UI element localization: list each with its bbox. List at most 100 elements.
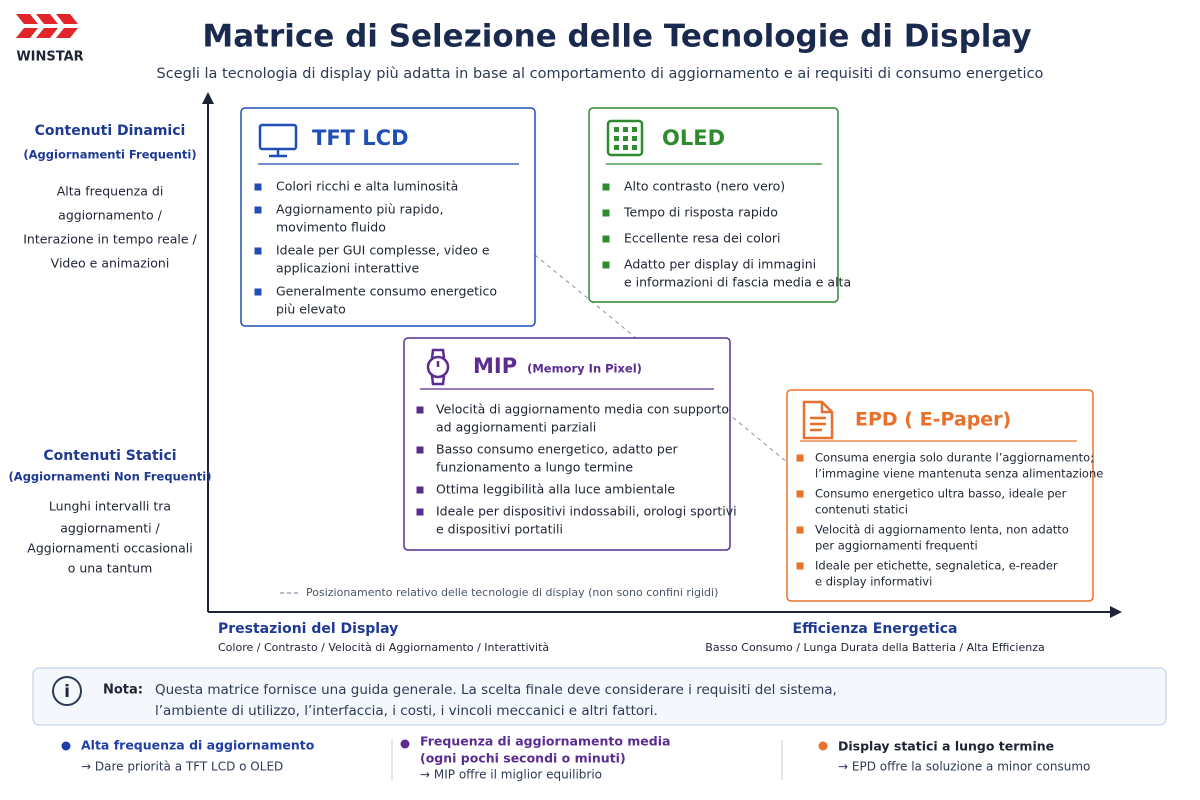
card (403, 337, 731, 551)
bullet (416, 446, 424, 454)
card-item: Tempo di risposta rapido (623, 205, 778, 220)
card-item: Consumo energetico ultra basso, ideale p… (815, 487, 1067, 501)
icon (802, 400, 834, 440)
y-axis-title: Contenuti Statici (43, 448, 176, 464)
card-item: funzionamento a lungo termine (436, 460, 633, 475)
logo-text: WINSTAR (16, 50, 83, 65)
card-item: e dispositivi portatili (436, 522, 563, 537)
y-axis-text: o una tantum (68, 561, 153, 576)
x-axis-subtitle: Colore / Contrasto / Velocità di Aggiorn… (218, 641, 549, 654)
y-axis-text: Video e animazioni (51, 256, 170, 271)
x-axis-subtitle: Basso Consumo / Lunga Durata della Batte… (705, 641, 1044, 654)
subtitle: Scegli la tecnologia di display più adat… (157, 66, 1044, 82)
footer-title: Display statici a lungo termine (838, 739, 1054, 754)
y-axis-text: Aggiornamenti occasionali (27, 541, 192, 556)
bullet (602, 235, 610, 243)
card-item: Ideale per dispositivi indossabili, orol… (436, 504, 737, 519)
title: Matrice di Selezione delle Tecnologie di… (202, 19, 1031, 55)
card-item: e display informativi (815, 575, 932, 589)
icon-dot (614, 145, 619, 150)
footer-text: → EPD offre la soluzione a minor consumo (838, 760, 1090, 774)
y-axis-subtitle: (Aggiornamenti Non Frequenti) (9, 470, 212, 484)
bullet (602, 183, 610, 191)
card-item: l’immagine viene mantenuta senza aliment… (815, 467, 1103, 481)
card-icon (426, 348, 450, 386)
y-axis-text: Interazione in tempo reale / (23, 232, 197, 247)
bullet (796, 526, 804, 534)
info-icon (52, 676, 82, 706)
card-title: EPD ( E-Paper) (855, 409, 1011, 431)
bullet (796, 562, 804, 570)
bullet (254, 247, 262, 255)
note-box (32, 667, 1167, 726)
footer-dot (818, 741, 828, 751)
bullet (254, 183, 262, 191)
card-item: Ideale per etichette, segnaletica, e-rea… (815, 559, 1058, 573)
legend-note: Posizionamento relativo delle tecnologie… (306, 586, 718, 599)
card-item: Eccellente resa dei colori (624, 231, 780, 246)
card-item: Ottima leggibilità alla luce ambientale (436, 482, 675, 497)
card-item: Velocità di aggiornamento lenta, non ada… (815, 523, 1069, 537)
footer-text: → Dare priorità a TFT LCD o OLED (81, 760, 283, 774)
info-icon-i: i (64, 682, 70, 702)
card-item: contenuti statici (815, 503, 908, 517)
y-axis-title: Contenuti Dinamici (35, 123, 186, 139)
card-item: Generalmente consumo energetico (276, 284, 497, 299)
y-axis-text: Alta frequenza di (57, 184, 164, 199)
icon-dot (614, 136, 619, 141)
card-item: Adatto per display di immagini (624, 257, 816, 272)
card-item: applicazioni interattive (276, 261, 420, 276)
bullet (796, 490, 804, 498)
bullet (796, 454, 804, 462)
card-item: per aggiornamenti frequenti (815, 539, 978, 553)
card-item: Velocità di aggiornamento media con supp… (436, 402, 729, 417)
icon-dot (623, 136, 628, 141)
card-item: Consuma energia solo durante l’aggiornam… (815, 451, 1094, 465)
y-axis-text: aggiornamento / (58, 208, 162, 223)
icon (430, 348, 446, 386)
card-title: TFT LCD (312, 126, 409, 150)
card-icon (802, 400, 834, 440)
bullet (416, 406, 424, 414)
footer-title: Frequenza di aggiornamento media (420, 734, 670, 749)
card (786, 389, 1094, 602)
icon-dot (632, 136, 637, 141)
bullet (602, 261, 610, 269)
y-axis-text: Lunghi intervalli tra (49, 499, 171, 514)
axes (202, 92, 1122, 618)
card (588, 107, 839, 303)
icon-dot (623, 127, 628, 132)
note-label: Nota: (103, 683, 143, 698)
bullet (254, 206, 262, 214)
card-item: Alto contrasto (nero vero) (624, 179, 785, 194)
card-item: movimento fluido (276, 220, 386, 235)
icon (606, 119, 644, 157)
icon-dot (623, 145, 628, 150)
card-item: Colori ricchi e alta luminosità (276, 179, 458, 194)
icon-dot (632, 127, 637, 132)
card-item: Basso consumo energetico, adatto per (436, 442, 679, 457)
bullet (416, 486, 424, 494)
y-axis-subtitle: (Aggiornamenti Frequenti) (23, 148, 196, 162)
icon-dot (632, 145, 637, 150)
card-title: OLED (662, 126, 725, 150)
card-icon (606, 119, 644, 157)
footer-dot (61, 741, 71, 751)
y-axis-text: aggiornamenti / (60, 521, 160, 536)
card-item: e informazioni di fascia media e alta (624, 275, 851, 290)
icon-dot (614, 127, 619, 132)
x-axis-title: Efficienza Energetica (793, 621, 958, 637)
card-title: MIP (473, 354, 517, 378)
footer-text: → MIP offre il miglior equilibrio (420, 768, 602, 782)
note-text: l’ambiente di utilizzo, l’interfaccia, i… (155, 703, 658, 719)
card-item: ad aggiornamenti parziali (436, 420, 596, 435)
bullet (602, 209, 610, 217)
note-text: Questa matrice fornisce una guida genera… (155, 682, 837, 698)
card-item: più elevato (276, 302, 346, 317)
card-item: Ideale per GUI complesse, video e (276, 243, 490, 258)
card-icon (258, 123, 298, 158)
footer-dot (400, 739, 410, 749)
footer-title: (ogni pochi secondi o minuti) (420, 751, 626, 766)
card (240, 107, 536, 327)
